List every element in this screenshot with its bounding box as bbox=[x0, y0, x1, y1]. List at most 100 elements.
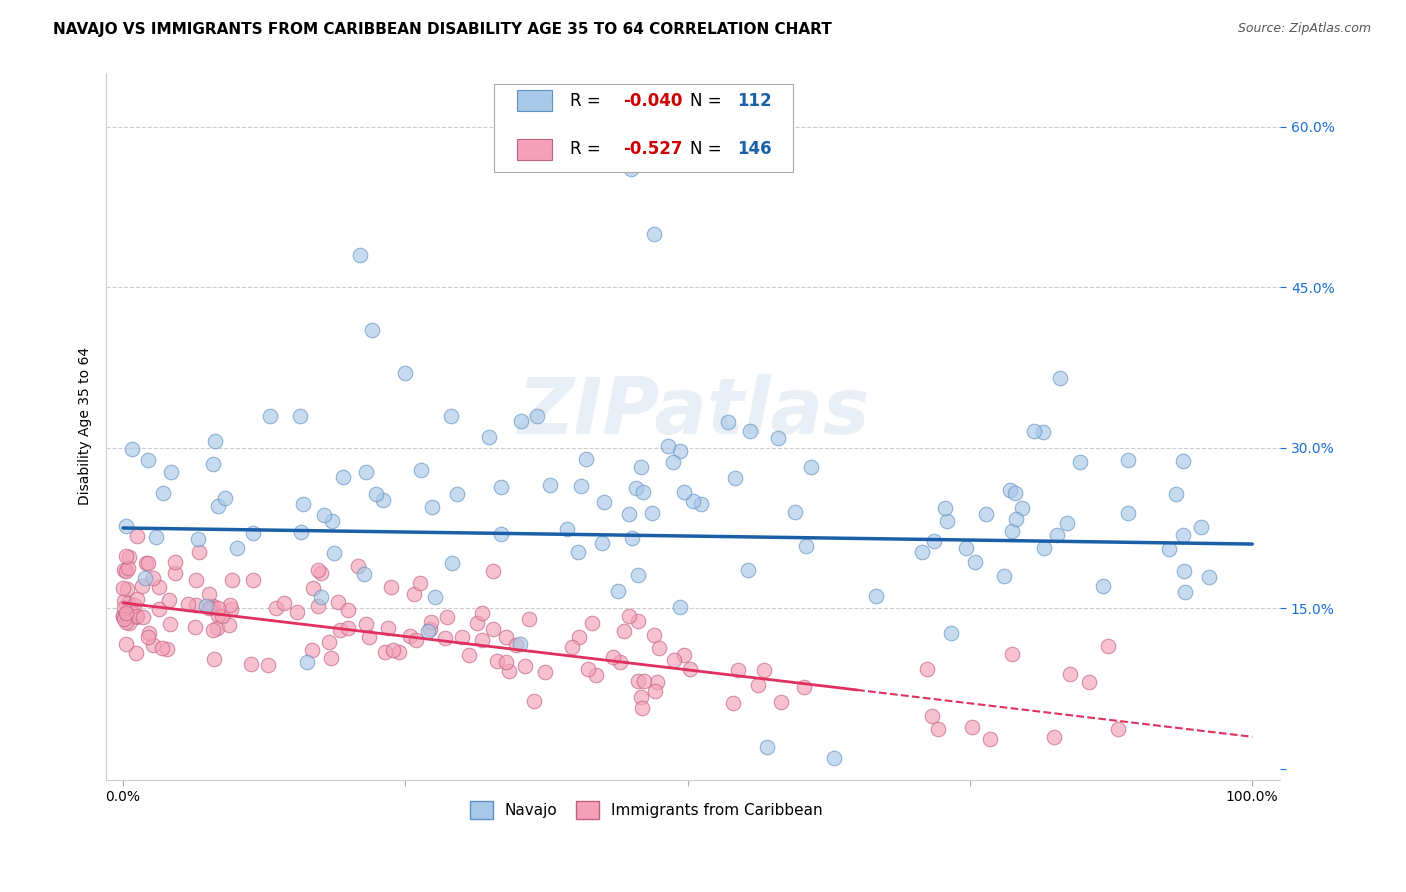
Point bbox=[159, 617, 181, 632]
Point bbox=[198, 587, 221, 601]
Point bbox=[482, 622, 505, 636]
Point bbox=[388, 645, 411, 659]
Point bbox=[669, 444, 692, 458]
Point bbox=[561, 640, 583, 655]
Point bbox=[640, 506, 662, 520]
Point bbox=[145, 530, 167, 544]
Point bbox=[134, 571, 156, 585]
Point bbox=[148, 580, 170, 594]
Point bbox=[620, 162, 643, 177]
Point bbox=[264, 601, 287, 615]
Point bbox=[627, 674, 650, 689]
Text: 146: 146 bbox=[737, 140, 772, 158]
Text: Source: ZipAtlas.com: Source: ZipAtlas.com bbox=[1237, 22, 1371, 36]
Point bbox=[489, 480, 512, 494]
Point bbox=[793, 680, 815, 694]
Point bbox=[337, 621, 360, 635]
Point bbox=[165, 555, 187, 569]
Point bbox=[301, 643, 323, 657]
Point bbox=[602, 650, 624, 665]
Point bbox=[156, 642, 179, 657]
Point bbox=[534, 665, 557, 679]
Point bbox=[1005, 512, 1028, 526]
Point bbox=[114, 615, 136, 629]
Point bbox=[115, 565, 138, 579]
Point bbox=[141, 638, 163, 652]
Point bbox=[207, 499, 229, 513]
Point bbox=[332, 469, 354, 483]
Point bbox=[259, 409, 281, 423]
Point bbox=[135, 557, 157, 571]
Point bbox=[917, 662, 939, 676]
Point bbox=[569, 479, 592, 493]
Point bbox=[575, 451, 598, 466]
Point bbox=[754, 664, 776, 678]
Point bbox=[117, 561, 139, 575]
Point bbox=[1059, 666, 1081, 681]
Point bbox=[329, 623, 352, 637]
Point bbox=[927, 723, 949, 737]
Point bbox=[505, 638, 527, 652]
Point bbox=[960, 720, 983, 734]
Text: 112: 112 bbox=[737, 92, 772, 110]
Point bbox=[446, 487, 468, 501]
Point bbox=[1097, 639, 1119, 653]
Point bbox=[620, 532, 643, 546]
Text: N =: N = bbox=[690, 92, 727, 110]
Bar bbox=[517, 138, 553, 160]
Point bbox=[515, 659, 537, 673]
Point bbox=[585, 667, 607, 681]
Point bbox=[136, 557, 159, 571]
Point bbox=[136, 452, 159, 467]
Point bbox=[495, 655, 517, 669]
Point bbox=[214, 491, 236, 505]
Point bbox=[690, 498, 713, 512]
Point bbox=[672, 484, 695, 499]
Point bbox=[157, 593, 180, 607]
Point bbox=[160, 465, 183, 479]
Point bbox=[538, 477, 561, 491]
Point bbox=[359, 630, 381, 644]
Point bbox=[301, 581, 323, 595]
Point bbox=[211, 608, 233, 623]
Point bbox=[633, 674, 655, 689]
Point bbox=[307, 563, 329, 577]
Point bbox=[613, 624, 636, 638]
Point bbox=[205, 621, 228, 635]
Point bbox=[201, 599, 224, 613]
Point bbox=[1174, 585, 1197, 599]
Point bbox=[115, 582, 138, 597]
Point bbox=[200, 599, 222, 614]
Point bbox=[495, 630, 517, 644]
Point bbox=[1077, 674, 1099, 689]
Point bbox=[1004, 485, 1026, 500]
Text: ZIPatlas: ZIPatlas bbox=[517, 374, 869, 450]
Point bbox=[644, 684, 666, 698]
Point bbox=[643, 628, 665, 642]
Point bbox=[1001, 648, 1024, 662]
Point bbox=[307, 599, 329, 613]
Point bbox=[125, 529, 148, 543]
Point bbox=[309, 590, 332, 604]
Point bbox=[673, 648, 696, 662]
Point bbox=[423, 590, 446, 604]
Point bbox=[374, 645, 396, 659]
Point bbox=[120, 602, 142, 616]
Point bbox=[402, 587, 425, 601]
Point bbox=[394, 366, 416, 380]
Point bbox=[411, 463, 433, 477]
Point bbox=[314, 508, 336, 522]
Point bbox=[682, 493, 704, 508]
Point bbox=[197, 601, 219, 615]
Point bbox=[679, 662, 702, 676]
Point bbox=[633, 485, 655, 500]
Point bbox=[755, 740, 778, 755]
Point bbox=[593, 495, 616, 509]
Point bbox=[1022, 424, 1045, 438]
Point bbox=[1198, 570, 1220, 584]
Point bbox=[607, 584, 630, 599]
Point bbox=[373, 492, 395, 507]
Point bbox=[194, 599, 217, 613]
Point bbox=[131, 579, 153, 593]
Point bbox=[187, 544, 209, 558]
